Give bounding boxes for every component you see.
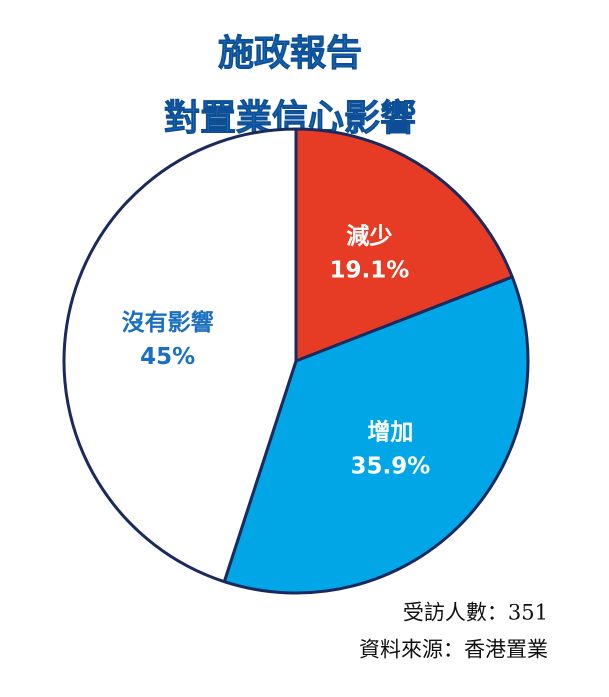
slice-value-label: 19.1%: [329, 257, 409, 283]
note: 資料來源：香港置業: [359, 638, 548, 662]
slice-value-label: 35.9%: [351, 454, 431, 480]
slice-value-label: 45%: [140, 344, 195, 370]
slice-label: 沒有影響: [122, 309, 214, 336]
pie-slice: [222, 275, 530, 595]
slice-label: 減少: [346, 223, 392, 249]
chart-subtitle: 對置業信心影響: [164, 97, 416, 139]
slice-label: 增加: [367, 419, 413, 446]
pie-slice: [294, 127, 514, 363]
chart-title: 施政報告: [218, 33, 362, 74]
pie-slice: [62, 127, 298, 584]
note: 受訪人數：351: [403, 601, 548, 625]
